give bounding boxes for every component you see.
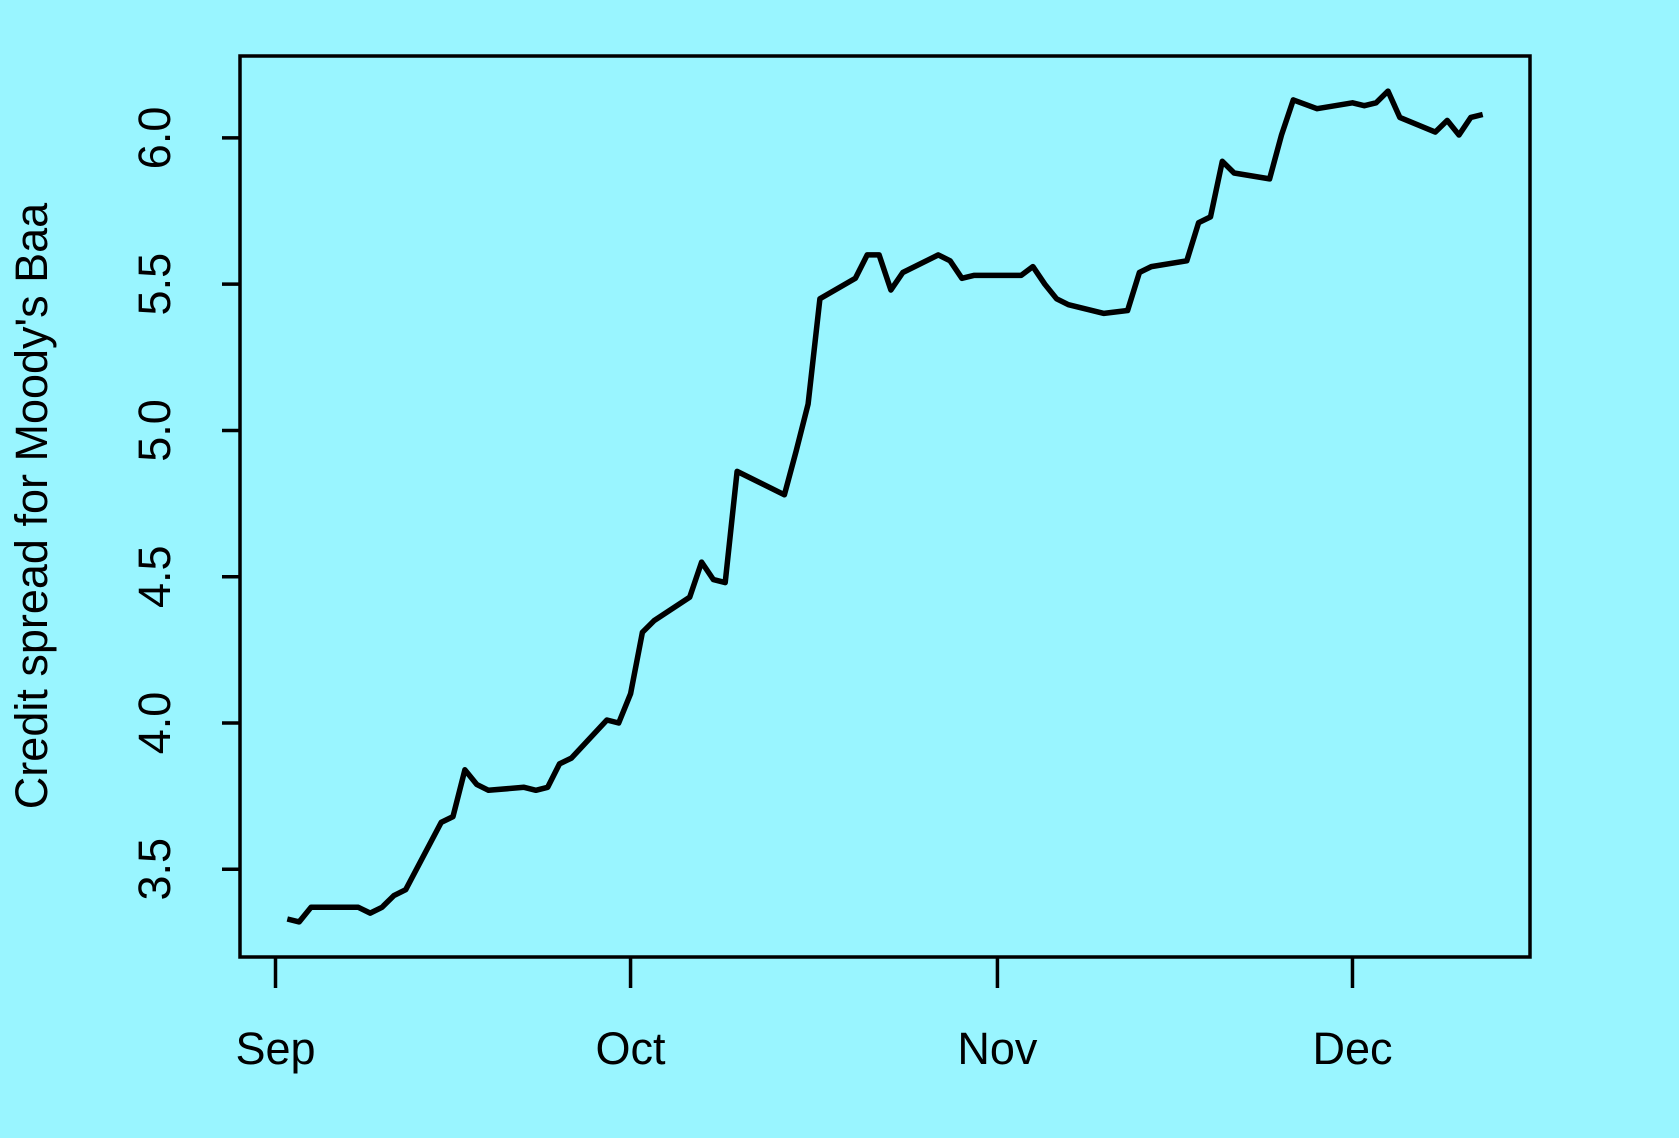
x-tick-label: Nov xyxy=(957,1023,1038,1074)
x-tick-label: Oct xyxy=(596,1023,667,1074)
plot-frame xyxy=(238,54,1532,959)
x-tick-label: Dec xyxy=(1312,1023,1392,1074)
y-tick-label: 4.0 xyxy=(129,692,180,755)
y-axis-label: Credit spread for Moody's Baa xyxy=(6,202,57,809)
x-axis: Sep Oct Nov Dec xyxy=(235,957,1392,1074)
y-tick-label: 5.0 xyxy=(129,399,180,462)
series-line xyxy=(286,88,1484,925)
y-tick-label: 4.5 xyxy=(129,545,180,608)
y-axis: 3.5 4.0 4.5 5.0 5.5 6.0 xyxy=(129,107,240,901)
series-layer xyxy=(286,88,1484,925)
x-tick-label: Sep xyxy=(235,1023,315,1074)
y-tick-label: 6.0 xyxy=(129,107,180,170)
y-tick-label: 5.5 xyxy=(129,253,180,316)
y-tick-label: 3.5 xyxy=(129,838,180,901)
